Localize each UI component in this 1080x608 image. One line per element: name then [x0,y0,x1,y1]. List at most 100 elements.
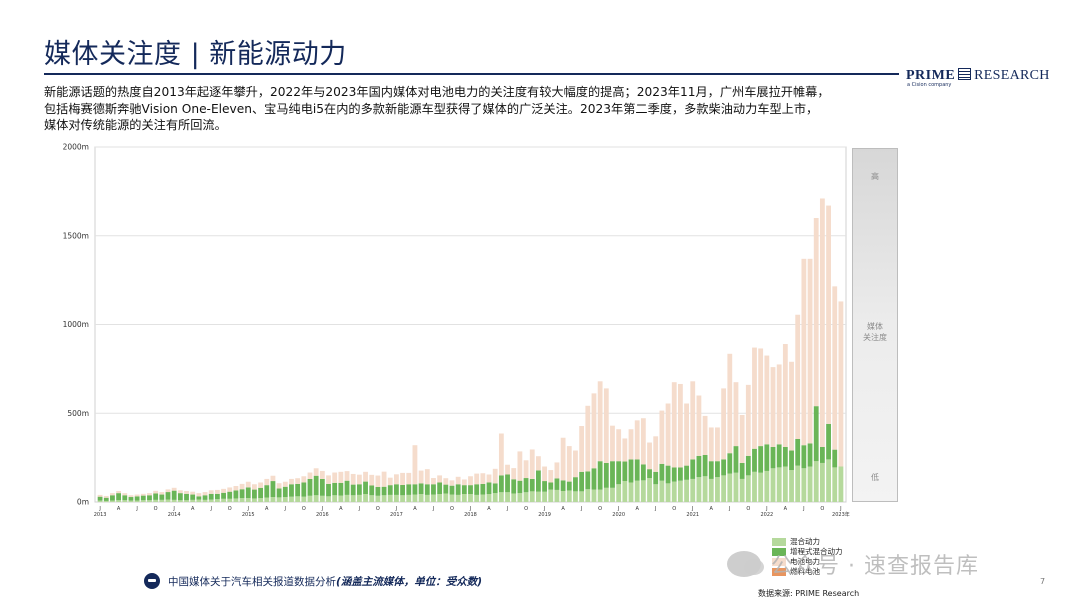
bar-segment [431,494,436,502]
x-month-label: O [228,506,232,512]
bar-segment [505,474,510,493]
bar-segment [776,444,782,468]
bar-segment [653,471,659,485]
bar-segment [394,474,399,485]
x-month-label: J [728,506,730,512]
bar-segment [529,478,535,492]
bar-segment [591,489,597,502]
bar-segment [252,484,257,490]
bar-segment [332,495,338,502]
bar-segment [455,484,461,495]
bar-segment [597,489,603,502]
bar-segment [801,445,807,469]
bar-segment [801,468,807,502]
bar-segment [381,471,387,487]
bar-segment [486,494,492,502]
bar-segment [110,493,115,496]
bar-segment [505,492,510,502]
bar-segment [276,483,282,489]
bar-segment [350,484,356,496]
x-month-label: J [506,506,508,512]
bar-segment [295,483,301,497]
bar-segment [128,500,134,502]
bar-segment [184,493,189,501]
bar-segment [492,468,498,484]
bar-segment [653,484,659,502]
bar-segment [356,474,362,485]
bar-segment [727,353,733,454]
bar-segment [134,500,140,502]
bar-segment [140,500,146,502]
bar-segment [789,470,794,502]
car-icon [144,573,160,589]
bar-segment [295,496,301,502]
bar-segment [171,487,177,491]
bar-segment [418,483,424,495]
x-year-label: 2019 [538,512,551,518]
x-year-label: 2018 [464,512,477,518]
bar-segment [474,484,480,495]
bar-segment [566,446,572,482]
bar-segment [640,480,646,502]
bar-segment [140,493,146,496]
bar-segment [770,367,776,447]
bar-segment [319,470,325,479]
x-month-label: O [672,506,676,512]
data-source: 数据来源: PRIME Research [758,589,860,598]
bar-segment [449,485,455,495]
bar-segment [375,495,381,502]
bar-segment [338,495,344,502]
bar-segment [264,478,270,486]
bar-segment [443,484,449,494]
bar-segment [708,461,714,479]
watermark: 公众号 · 速查报告库 [727,548,979,580]
bar-segment [603,388,609,463]
x-month-label: J [284,506,286,512]
x-month-label: J [839,506,841,512]
bar-segment [437,475,443,483]
bar-segment [739,462,745,479]
bar-segment [498,433,504,476]
bar-segment [103,500,109,502]
bar-segment [449,494,455,502]
bar-segment [801,258,807,446]
bar-segment [498,492,504,502]
bar-segment [282,497,288,502]
x-month-label: J [432,506,434,512]
bar-segment [233,498,239,502]
x-month-label: J [395,506,397,512]
bar-segment [443,493,449,502]
bar-segment [813,461,819,502]
x-month-label: J [469,506,471,512]
bar-segment [245,481,251,488]
bar-segment [690,459,696,479]
bar-segment [807,443,813,467]
scale-mid-label-2: 关注度 [863,333,887,342]
bar-segment [449,480,455,486]
bar-segment [721,459,727,476]
attention-scale: 高 媒体 关注度 低 [852,148,898,502]
bar-segment [529,491,535,502]
x-month-label: J [209,506,211,512]
bar-segment [159,494,165,500]
bar-segment [455,476,461,485]
bar-segment [696,455,702,478]
bar-segment [758,348,764,447]
bar-segment [795,438,801,466]
bar-segment [511,479,517,494]
bar-segment [696,395,702,456]
bar-segment [424,469,430,485]
bar-segment [116,500,122,502]
bar-segment [634,459,640,481]
watermark-text: 公众号 · 速查报告库 [771,554,979,579]
x-month-label: A [635,506,639,512]
y-tick-label: 1000m [63,320,89,329]
bar-segment [350,473,356,485]
bar-segment [702,415,708,455]
bar-segment [795,465,801,502]
bar-segment [659,463,665,481]
bar-segment [690,381,696,460]
bar-segment [536,470,541,492]
bar-segment [770,446,776,469]
x-month-label: O [524,506,528,512]
